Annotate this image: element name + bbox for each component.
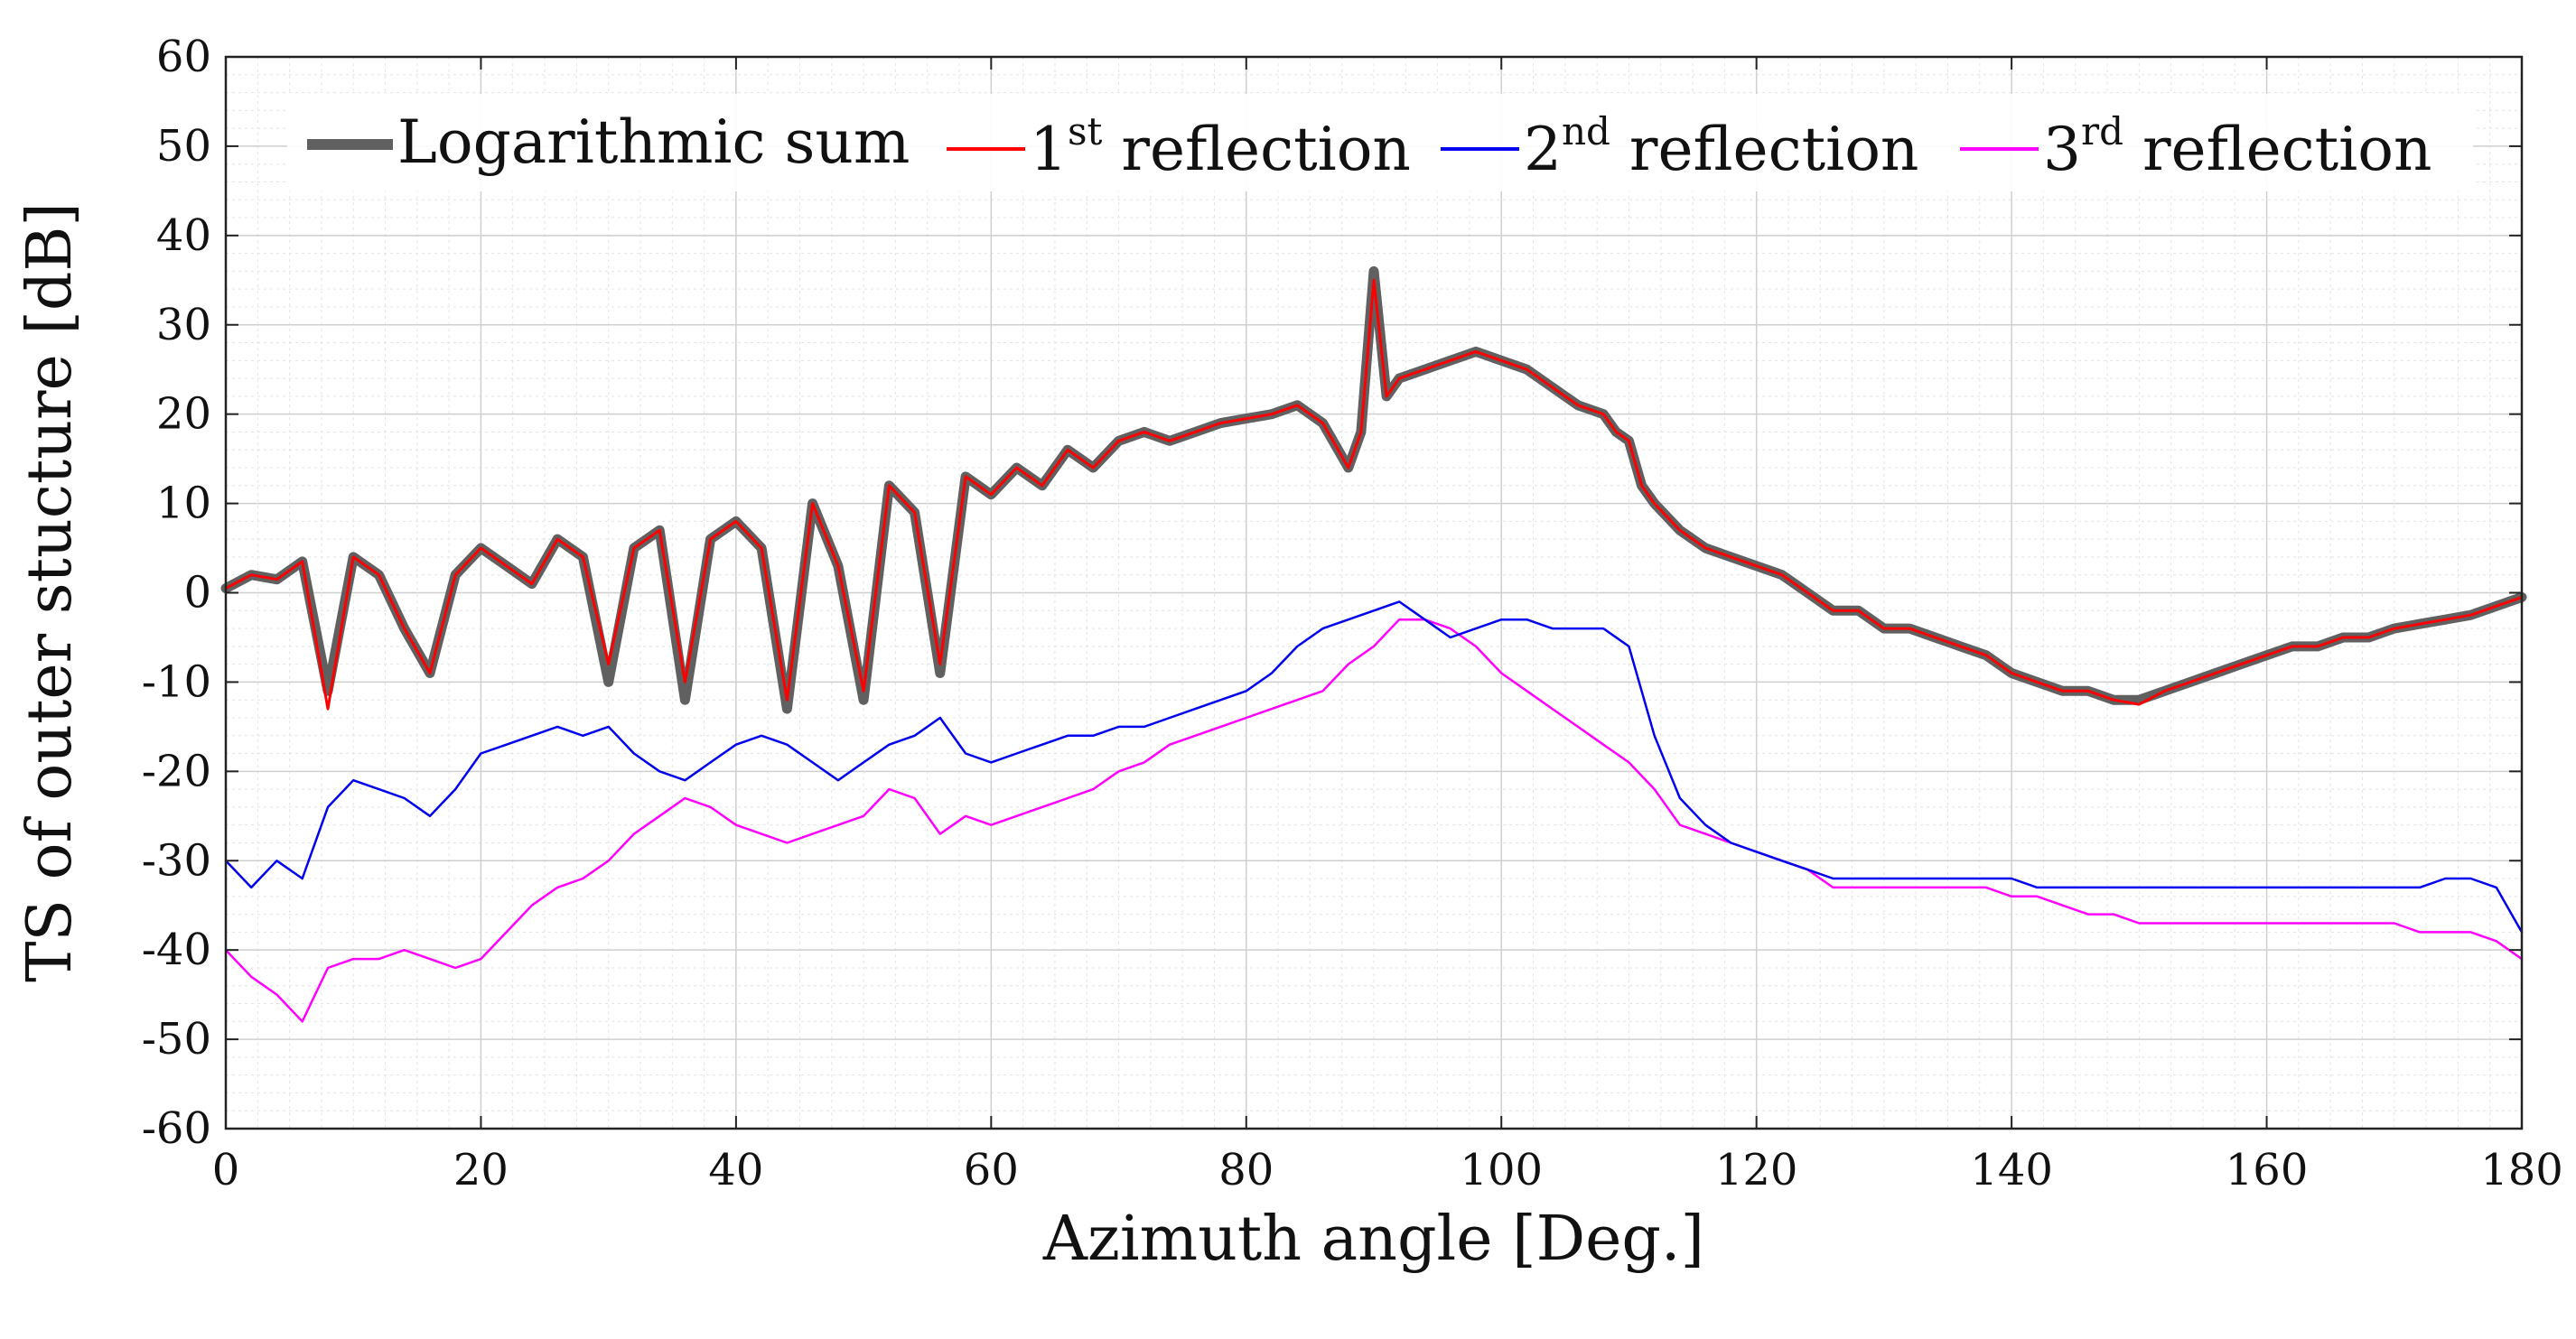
ticks-layer [225,56,2523,1130]
legend-3rd-rest: reflection [2123,115,2432,184]
legend-1st-sup: st [1068,109,1103,153]
x-axis-title: Azimuth angle [Deg.] [1042,1204,1704,1275]
legend-3rd-num: 3 [2043,115,2081,184]
legend-label-1st: 1st reflection [1030,109,1411,184]
legend-1st-num: 1 [1030,115,1068,184]
x-tick-label: 0 [212,1145,240,1195]
legend-1st-rest: reflection [1102,115,1411,184]
y-tick-label: 60 [156,32,211,82]
x-tick-label: 80 [1218,1145,1274,1195]
x-tick-label: 100 [1460,1145,1543,1195]
y-tick-label: 10 [156,479,211,529]
x-tick-labels: 0 20 40 60 80 100 120 140 160 180 [212,1145,2563,1195]
legend-2nd-sup: nd [1562,109,1610,153]
legend-label-log-sum: Logarithmic sum [397,107,910,177]
series-layer [220,265,2527,1023]
x-tick-label: 180 [2480,1145,2563,1195]
legend-label-2nd: 2nd reflection [1524,109,1918,184]
x-tick-label: 60 [964,1145,1019,1195]
y-tick-label: -40 [142,925,211,975]
legend-label-3rd: 3rd reflection [2043,109,2431,184]
legend-2nd-rest: reflection [1610,115,1919,184]
series-line-3 [224,600,2524,934]
y-axis-title: TS of outer stucture [dB] [14,202,86,982]
y-tick-label: 0 [183,568,211,618]
y-tick-label: -60 [142,1103,211,1154]
legend-3rd-sup: rd [2081,109,2123,153]
x-tick-label: 160 [2226,1145,2309,1195]
x-tick-label: 20 [453,1145,509,1195]
series-line-2 [224,278,2524,711]
legend-2nd-num: 2 [1524,115,1562,184]
y-tick-label: 20 [156,389,211,440]
y-tick-label: -10 [142,656,211,707]
y-tick-label: -50 [142,1014,211,1065]
y-tick-label: -20 [142,746,211,796]
y-tick-label: 40 [156,210,211,261]
legend: Logarithmic sum 1st reflection 2nd refle… [287,94,2473,191]
y-tick-label: 50 [156,121,211,172]
y-tick-labels: -60 -50 -40 -30 -20 -10 0 10 20 30 40 50 60 [142,32,211,1154]
series-line-4 [224,618,2524,1023]
legend-background [287,94,2473,191]
x-tick-label: 120 [1715,1145,1798,1195]
y-tick-label: 30 [156,300,211,350]
legend-label-log-sum-text: Logarithmic sum [397,107,910,177]
y-tick-label: -30 [142,835,211,886]
x-tick-label: 40 [708,1145,763,1195]
x-tick-label: 140 [1970,1145,2053,1195]
